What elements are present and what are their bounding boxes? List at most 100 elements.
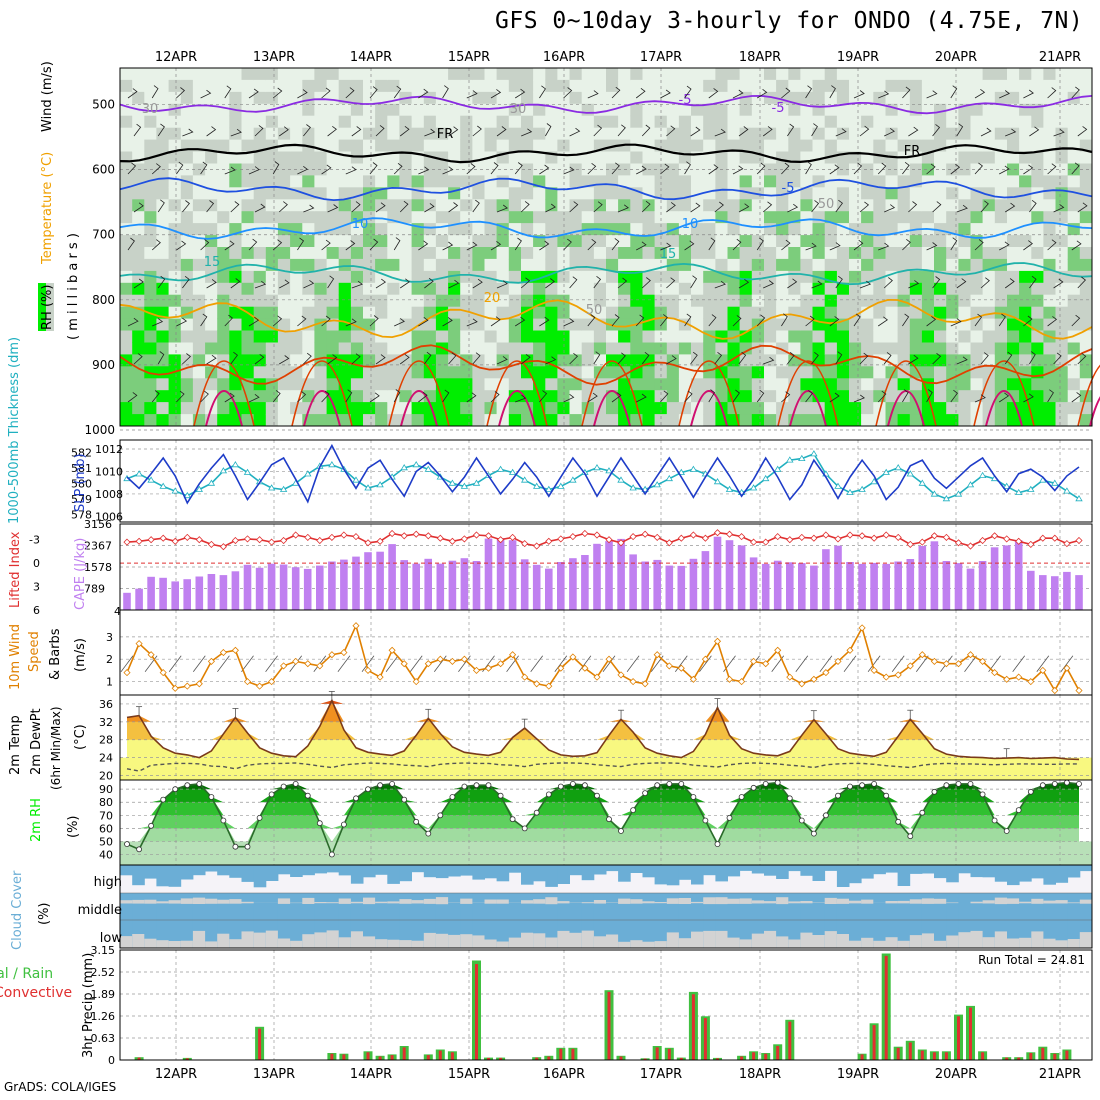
rh-cell — [751, 330, 765, 343]
rh-cell — [399, 139, 413, 152]
rh-cell — [691, 199, 704, 212]
rh-cell — [1067, 342, 1081, 355]
cloud-low-gap — [326, 930, 340, 948]
cloud-low-gap — [764, 930, 777, 948]
lifted-index-line-point — [424, 532, 432, 540]
cloud-low-gap — [569, 932, 583, 948]
rh-cell — [472, 390, 486, 403]
lifted-index-line-point — [605, 536, 613, 544]
rh-cell — [545, 211, 558, 224]
cape-bar — [653, 559, 661, 610]
rh-cell — [776, 366, 789, 379]
rh-cell — [630, 270, 643, 284]
rh2m-line-point — [533, 809, 540, 816]
cloud-middle-bar — [909, 893, 923, 920]
rh-cell — [448, 390, 461, 403]
rh-cell — [241, 79, 255, 93]
precip-convective-bar — [258, 1028, 262, 1060]
rh-cell — [618, 235, 631, 248]
temp-tick-label: 20 — [99, 770, 113, 783]
rh-cell — [800, 235, 814, 248]
cape-bar — [557, 562, 565, 610]
cloud-low-bar — [205, 920, 218, 948]
rh-cell — [363, 402, 376, 415]
rh-cell — [314, 211, 328, 224]
wind10-barb — [843, 655, 857, 672]
rh2m-line-point — [461, 783, 468, 790]
wind-barb — [297, 237, 305, 251]
wind10-barb — [674, 655, 688, 672]
cloud-low-gap — [350, 931, 364, 948]
rh-cell — [338, 199, 352, 212]
wind-barb — [811, 123, 818, 137]
cloud-low-gap — [885, 937, 899, 948]
rh-cell — [982, 270, 996, 284]
rh-cell — [946, 151, 959, 164]
cloud-middle-bar — [290, 893, 303, 920]
rh-cell — [277, 91, 291, 105]
wind10-barb — [217, 655, 230, 672]
rh-cell — [873, 103, 886, 117]
rh-cell — [557, 223, 571, 236]
rh-cell — [533, 258, 546, 272]
chart-title: GFS 0~10day 3-hourly for ONDO (4.75E, 7N… — [495, 8, 1084, 34]
rh-cell — [1019, 294, 1032, 308]
rh-cell — [776, 258, 789, 272]
cloud-middle-gap — [654, 902, 668, 904]
rh-cell — [727, 247, 741, 260]
rh-cell — [581, 199, 595, 212]
rh2m-line-point — [1051, 781, 1058, 787]
rh-cell — [472, 139, 486, 152]
rh-tick-label: 60 — [99, 822, 113, 835]
cloud-middle-bar — [569, 893, 583, 920]
wind-barb — [514, 88, 526, 99]
rh-cell — [727, 294, 741, 308]
wind-barb — [805, 85, 813, 99]
rh-cell — [569, 247, 583, 260]
rh-cell — [156, 366, 170, 379]
rh-cell — [873, 175, 886, 188]
rh-cell — [1067, 151, 1081, 164]
rh-cell — [861, 366, 874, 379]
rh-cell — [411, 68, 425, 81]
rh-cell — [265, 115, 279, 129]
rh-cell — [678, 354, 692, 367]
cloud-middle-bar — [192, 893, 206, 920]
cape-bar — [195, 576, 204, 610]
rh-cell — [1031, 211, 1044, 224]
temp-axis-label: 2m Temp — [8, 715, 23, 775]
rh-cell — [934, 187, 947, 200]
wind-barb — [1071, 86, 1080, 99]
cloud-high-bar — [739, 865, 753, 871]
rh-cell — [302, 282, 315, 296]
rh-cell — [764, 247, 777, 260]
rh-cell — [314, 103, 328, 117]
rh-cell — [654, 282, 668, 296]
rh-cell — [533, 163, 546, 176]
rh-cell — [545, 163, 558, 176]
wind10-speed-line-point — [448, 657, 456, 665]
rh-cell — [606, 151, 619, 164]
rh-cell — [521, 211, 534, 224]
rh-cell — [788, 79, 801, 93]
rh-cell — [350, 342, 364, 355]
rh-cell — [824, 294, 838, 308]
thickness-line-point — [267, 484, 276, 491]
rh-cell — [727, 91, 741, 105]
rh-cell — [132, 402, 145, 415]
cloud-low-gap — [824, 931, 838, 948]
wind-barb — [133, 353, 143, 365]
wind-barb — [636, 393, 647, 403]
rh-cell — [253, 127, 267, 141]
precip-convective-bar — [679, 1057, 683, 1060]
thickness-line-point — [569, 476, 577, 483]
rh-cell — [435, 390, 449, 403]
wind10-speed-line-point — [171, 684, 179, 692]
rh-cell — [192, 342, 206, 355]
rh-cell — [168, 211, 182, 224]
thickness-line-point — [906, 470, 915, 477]
cloud-high-bar — [849, 865, 862, 884]
rh-cell — [326, 270, 340, 284]
rh-cell — [375, 223, 388, 236]
pressure-tick-label: 900 — [92, 358, 115, 372]
